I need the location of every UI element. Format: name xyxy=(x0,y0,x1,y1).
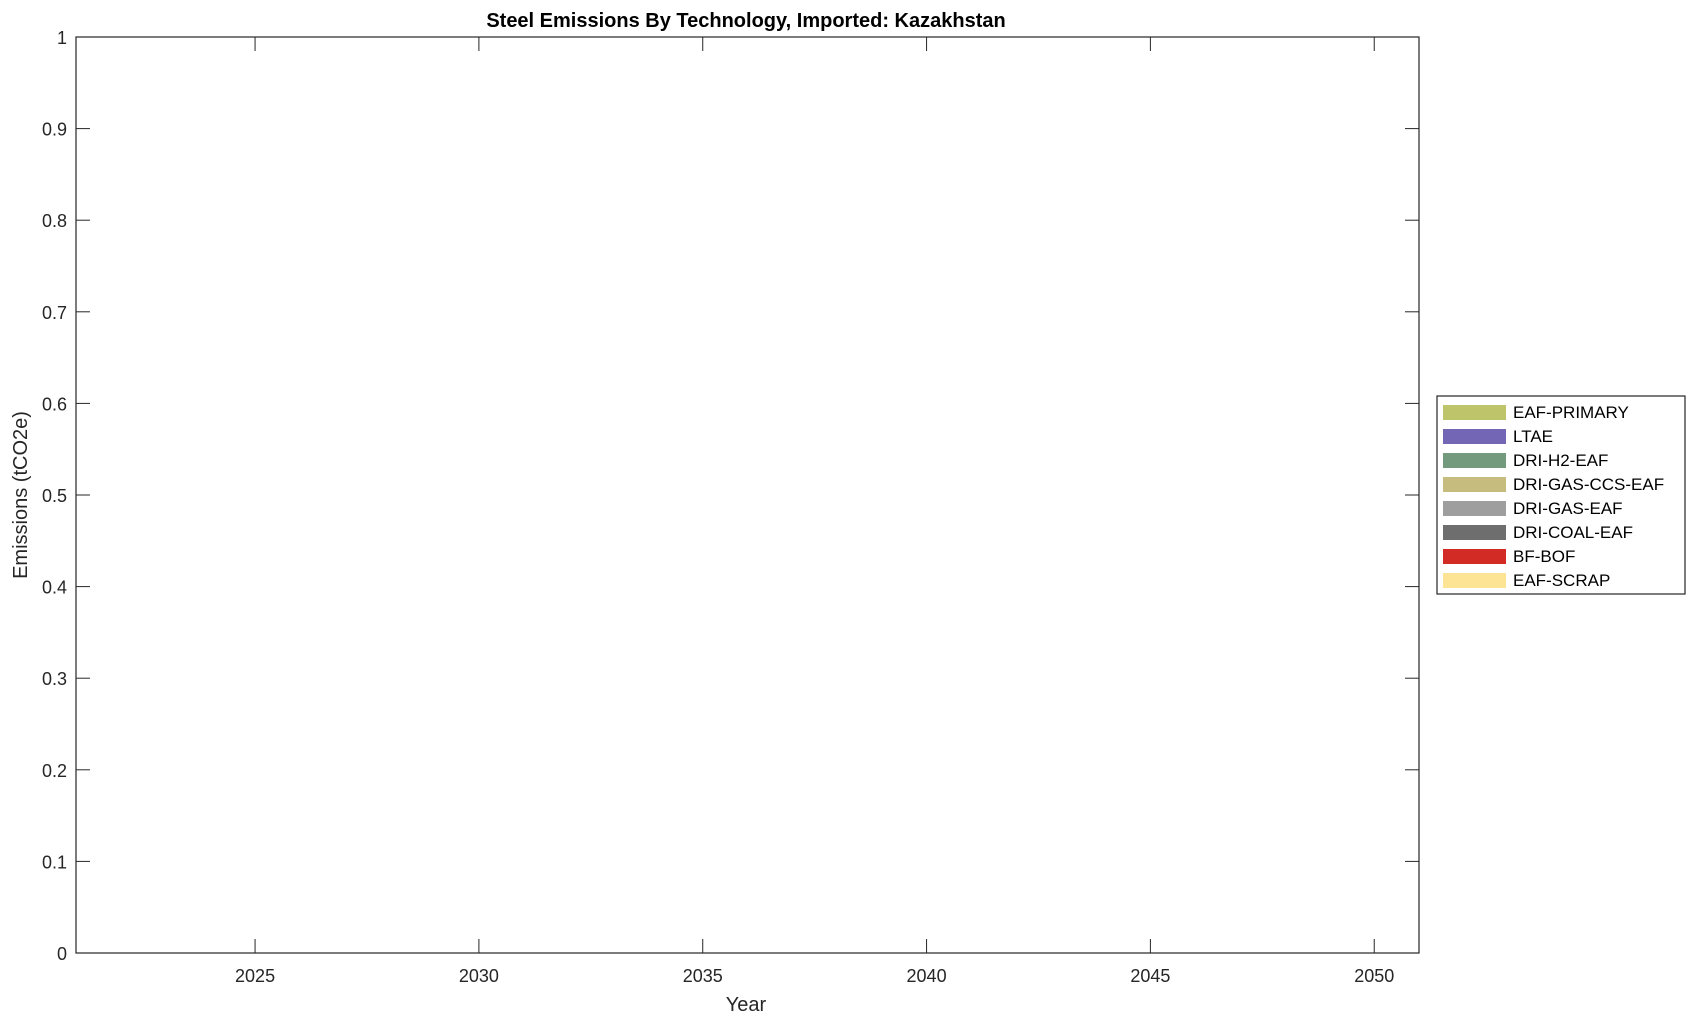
legend-swatch xyxy=(1443,501,1506,516)
legend-entry: DRI-COAL-EAF xyxy=(1513,523,1633,542)
y-tick-label: 0.3 xyxy=(42,669,67,689)
y-tick-label: 0.4 xyxy=(42,578,67,598)
legend-entry: DRI-GAS-CCS-EAF xyxy=(1513,475,1664,494)
legend-swatch xyxy=(1443,525,1506,540)
legend-swatch xyxy=(1443,549,1506,564)
y-tick-label: 0.9 xyxy=(42,120,67,140)
y-tick-label: 1 xyxy=(57,28,67,48)
legend-entry: DRI-H2-EAF xyxy=(1513,451,1608,470)
x-tick-label: 2045 xyxy=(1130,966,1170,986)
x-tick-label: 2050 xyxy=(1354,966,1394,986)
plot-area: 2025 2030 2035 2040 2045 2050 0 0.1 0.2 0.3 0.4 0.5… xyxy=(42,28,1420,986)
y-tick-label: 0.5 xyxy=(42,486,67,506)
legend-entry: LTAE xyxy=(1513,427,1553,446)
x-tick-label: 2035 xyxy=(683,966,723,986)
legend-swatch xyxy=(1443,573,1506,588)
y-tick-label: 0.2 xyxy=(42,761,67,781)
legend-swatch xyxy=(1443,477,1506,492)
legend-entry: BF-BOF xyxy=(1513,547,1575,566)
axes-box xyxy=(75,36,1420,954)
legend-entry: DRI-GAS-EAF xyxy=(1513,499,1623,518)
x-tick-label: 2030 xyxy=(459,966,499,986)
legend-swatch xyxy=(1443,405,1506,420)
y-tick-label: 0.8 xyxy=(42,211,67,231)
legend-entry: EAF-PRIMARY xyxy=(1513,403,1629,422)
legend-entry: EAF-SCRAP xyxy=(1513,571,1610,590)
chart-title: Steel Emissions By Technology, Imported:… xyxy=(486,10,1005,32)
y-tick-label: 0.1 xyxy=(42,852,67,872)
y-tick-label: 0 xyxy=(57,944,67,964)
legend: EAF-PRIMARY LTAE DRI-H2-EAF DRI-GAS-CCS-EAF… xyxy=(1436,395,1686,595)
x-axis-label: Year xyxy=(726,994,767,1016)
y-tick-label: 0.7 xyxy=(42,303,67,323)
x-tick-label: 2040 xyxy=(907,966,947,986)
y-tick-label: 0.6 xyxy=(42,394,67,414)
y-axis-label: Emissions (tCO2e) xyxy=(10,411,32,579)
legend-swatch xyxy=(1443,453,1506,468)
legend-swatch xyxy=(1443,429,1506,444)
x-tick-label: 2025 xyxy=(235,966,275,986)
